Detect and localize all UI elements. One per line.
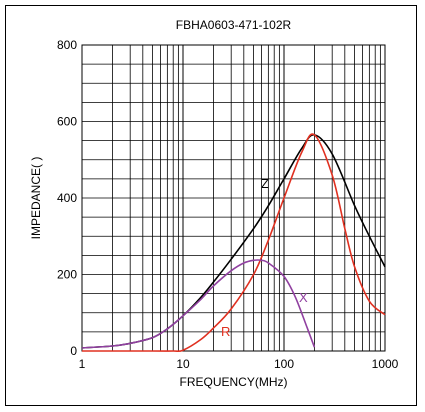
impedance-chart: FBHA0603-471-102R FREQUENCY(MHz) IMPEDAN…	[29, 18, 399, 389]
y-tick-labels: 0 200 400 600 800	[57, 38, 77, 358]
x-tick-labels: 1 10 100 1000	[79, 357, 399, 371]
y-tick-label: 400	[57, 191, 77, 205]
x-tick-label: 100	[274, 357, 294, 371]
y-tick-label: 200	[57, 268, 77, 282]
chart-frame: FBHA0603-471-102R FREQUENCY(MHz) IMPEDAN…	[5, 5, 417, 406]
y-tick-label: 800	[57, 38, 77, 52]
y-axis-label: IMPEDANCE( )	[29, 157, 43, 240]
y-tick-label: 600	[57, 115, 77, 129]
series-group	[81, 133, 386, 353]
x-tick-label: 1	[79, 357, 86, 371]
y-tick-label: 0	[70, 344, 77, 358]
series-label-z: Z	[261, 176, 269, 191]
series-line-x	[81, 259, 316, 349]
chart-title: FBHA0603-471-102R	[176, 18, 292, 32]
x-axis-label: FREQUENCY(MHz)	[180, 375, 288, 389]
series-label-x: X	[299, 290, 308, 305]
series-line-r	[81, 133, 386, 353]
plot-border	[81, 44, 386, 352]
x-tick-label: 1000	[372, 357, 399, 371]
x-tick-label: 10	[176, 357, 190, 371]
series-label-r: R	[221, 324, 230, 339]
series-line-z	[81, 134, 386, 349]
